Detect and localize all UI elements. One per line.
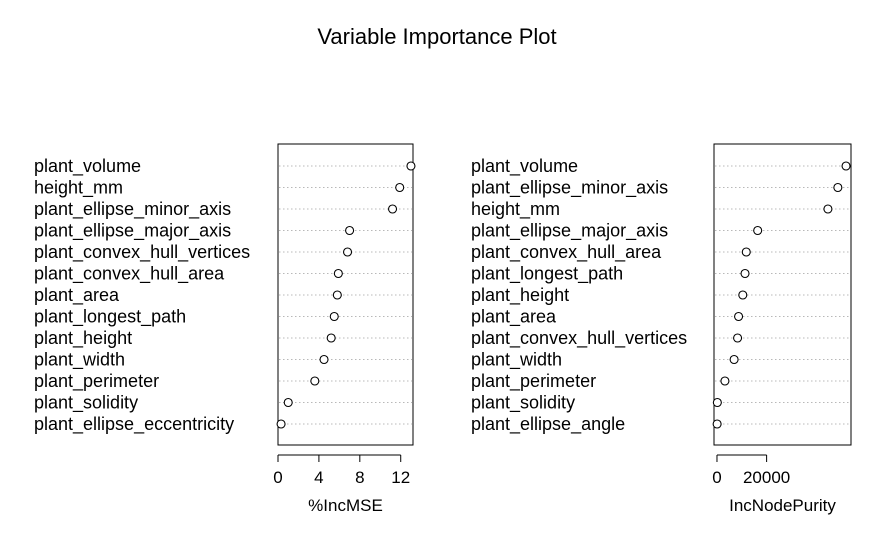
incnodepurity-category-label: plant_convex_hull_area (471, 242, 662, 263)
incmse-data-point (333, 268, 343, 279)
incmse-category-label: plant_convex_hull_vertices (34, 242, 250, 263)
incmse-category-label: height_mm (34, 178, 123, 199)
incmse-x-tick-label: 12 (391, 468, 410, 487)
incmse-data-point (283, 397, 293, 408)
incmse-category-label: plant_perimeter (34, 371, 159, 392)
incnodepurity-data-point (833, 182, 843, 193)
incmse-data-point (319, 354, 329, 365)
incmse-data-point (276, 419, 286, 429)
incnodepurity-plot-frame (713, 143, 852, 446)
incmse-category-label: plant_ellipse_eccentricity (34, 414, 234, 435)
incmse-category-label: plant_volume (34, 156, 141, 177)
incnodepurity-data-point (841, 161, 851, 171)
incnodepurity-category-label: plant_longest_path (471, 264, 623, 285)
incnodepurity-category-label: height_mm (471, 199, 560, 220)
incnodepurity-data-point (733, 333, 743, 343)
incnodepurity-data-point (729, 354, 739, 365)
incnodepurity-category-label: plant_ellipse_angle (471, 414, 625, 435)
incnodepurity-category-label: plant_perimeter (471, 371, 596, 392)
incmse-data-point (326, 333, 336, 343)
incnodepurity-data-point (740, 268, 750, 279)
incmse-x-axis-title: %IncMSE (308, 496, 383, 515)
incmse-category-label: plant_width (34, 350, 125, 371)
incmse-data-point (342, 247, 353, 257)
incnodepurity-category-label: plant_area (471, 307, 557, 328)
incmse-x-tick-label: 4 (314, 468, 323, 487)
incnodepurity-data-point (712, 397, 722, 408)
incnodepurity-x-tick-label: 0 (712, 468, 721, 487)
incmse-data-point (395, 182, 405, 193)
incnodepurity-category-label: plant_height (471, 285, 569, 306)
incmse-category-label: plant_area (34, 285, 120, 306)
incmse-panel: plant_volumeheight_mmplant_ellipse_minor… (34, 143, 416, 515)
incnodepurity-data-point (741, 247, 751, 257)
incmse-data-point (329, 311, 339, 322)
incmse-category-label: plant_height (34, 328, 132, 349)
incmse-data-point (406, 161, 416, 171)
incnodepurity-data-point (753, 225, 763, 236)
incnodepurity-data-point (734, 311, 744, 322)
incmse-category-label: plant_convex_hull_area (34, 264, 225, 285)
incnodepurity-data-point (712, 419, 722, 429)
incmse-category-label: plant_ellipse_minor_axis (34, 199, 231, 220)
incmse-data-point (345, 225, 355, 236)
incmse-plot-frame (277, 143, 414, 446)
incmse-data-point (332, 290, 342, 300)
incmse-data-point (310, 376, 320, 386)
incnodepurity-category-label: plant_convex_hull_vertices (471, 328, 687, 349)
incmse-x-tick-label: 8 (355, 468, 364, 487)
incmse-x-tick-label: 0 (273, 468, 282, 487)
incnodepurity-data-point (720, 376, 730, 386)
main-title: Variable Importance Plot (317, 24, 556, 49)
incmse-category-label: plant_longest_path (34, 307, 186, 328)
incnodepurity-category-label: plant_solidity (471, 393, 575, 414)
incnodepurity-x-tick-label: 20000 (743, 468, 790, 487)
incnodepurity-category-label: plant_ellipse_minor_axis (471, 178, 668, 199)
incnodepurity-category-label: plant_volume (471, 156, 578, 177)
incnodepurity-x-axis-title: IncNodePurity (729, 496, 836, 515)
incmse-data-point (387, 204, 398, 214)
incnodepurity-panel: plant_volumeplant_ellipse_minor_axisheig… (471, 143, 852, 515)
incnodepurity-data-point (823, 204, 833, 214)
incnodepurity-data-point (738, 290, 748, 300)
incmse-category-label: plant_ellipse_major_axis (34, 221, 231, 242)
incnodepurity-category-label: plant_ellipse_major_axis (471, 221, 668, 242)
incnodepurity-category-label: plant_width (471, 350, 562, 371)
incmse-category-label: plant_solidity (34, 393, 138, 414)
